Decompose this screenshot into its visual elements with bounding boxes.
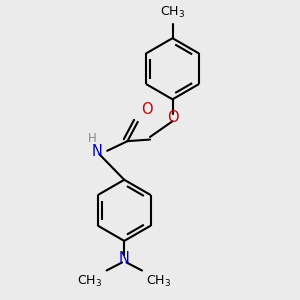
Text: CH$_3$: CH$_3$ xyxy=(146,274,172,290)
Text: N: N xyxy=(92,144,103,159)
Text: O: O xyxy=(167,110,178,124)
Text: H: H xyxy=(88,132,96,145)
Text: CH$_3$: CH$_3$ xyxy=(77,274,102,290)
Text: O: O xyxy=(141,102,153,117)
Text: CH$_3$: CH$_3$ xyxy=(160,5,185,20)
Text: N: N xyxy=(119,251,130,266)
